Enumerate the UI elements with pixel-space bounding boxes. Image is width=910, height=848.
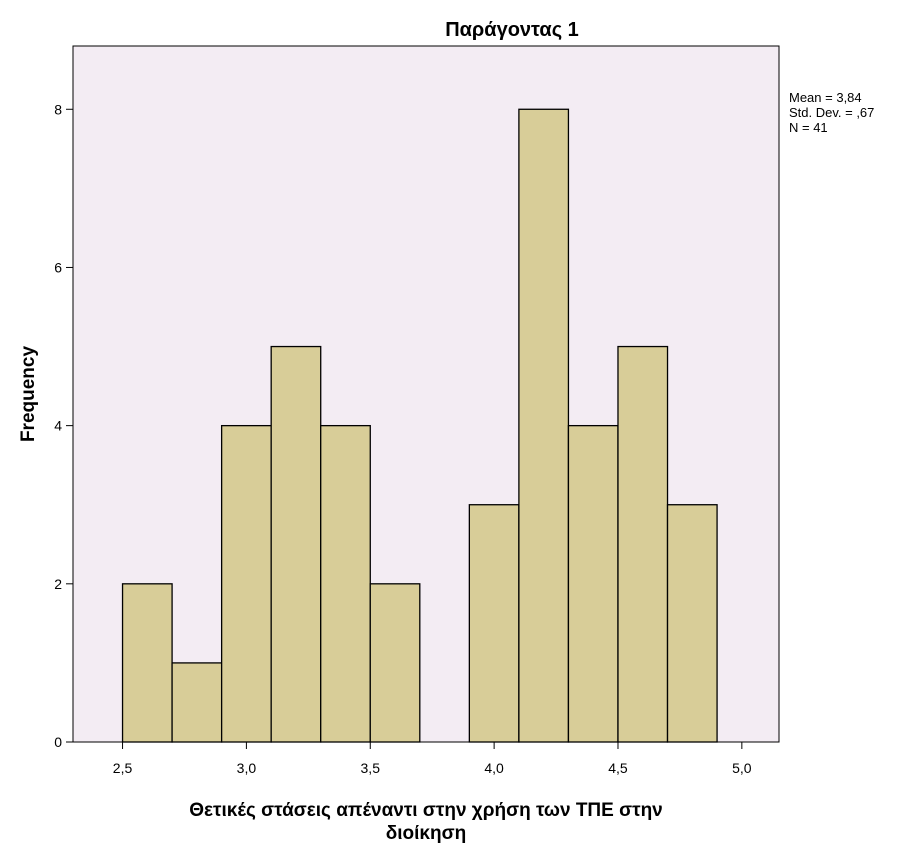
histogram-bar-4 [320,424,371,743]
x-tick-label: 5,0 [732,760,752,776]
x-tick-label: 4,5 [608,760,628,776]
y-tick-label: 0 [54,734,62,750]
x-tick-label: 4,0 [484,760,504,776]
y-tick-label: 4 [54,418,62,434]
histogram-bar-0 [121,583,173,743]
histogram-bar-1 [171,662,223,743]
x-tick-label: 3,5 [361,760,381,776]
y-tick-label: 8 [54,101,62,117]
stats-mean: Mean = 3,84 [789,90,862,105]
histogram-bar-2 [220,424,272,743]
histogram-bar-9 [567,424,619,743]
histogram-bar-7 [468,504,520,743]
x-tick-label: 3,0 [237,760,257,776]
stats-std-dev: Std. Dev. = ,67 [789,105,874,120]
histogram-bar-11 [666,504,718,743]
x-axis-label-line-2: διοίκηση [386,823,467,844]
histogram-bar-8 [518,108,570,743]
chart-title: Παράγοντας 1 [445,19,579,41]
y-tick-label: 2 [54,576,62,592]
bars-group [121,108,718,743]
histogram-bar-5 [369,583,421,743]
histogram-bar-3 [270,345,322,743]
histogram-bar-10 [617,345,669,743]
stats-n: N = 41 [789,120,828,135]
x-tick-label: 2,5 [113,760,133,776]
x-axis-label-line-1: Θετικές στάσεις απέναντι στην χρήση των … [189,800,663,821]
y-tick-label: 6 [54,259,62,275]
y-axis: 0 2 4 6 8 [54,101,73,750]
y-axis-label: Frequency [18,346,39,443]
x-axis: 2,5 3,0 3,5 4,0 4,5 5,0 [113,742,752,776]
